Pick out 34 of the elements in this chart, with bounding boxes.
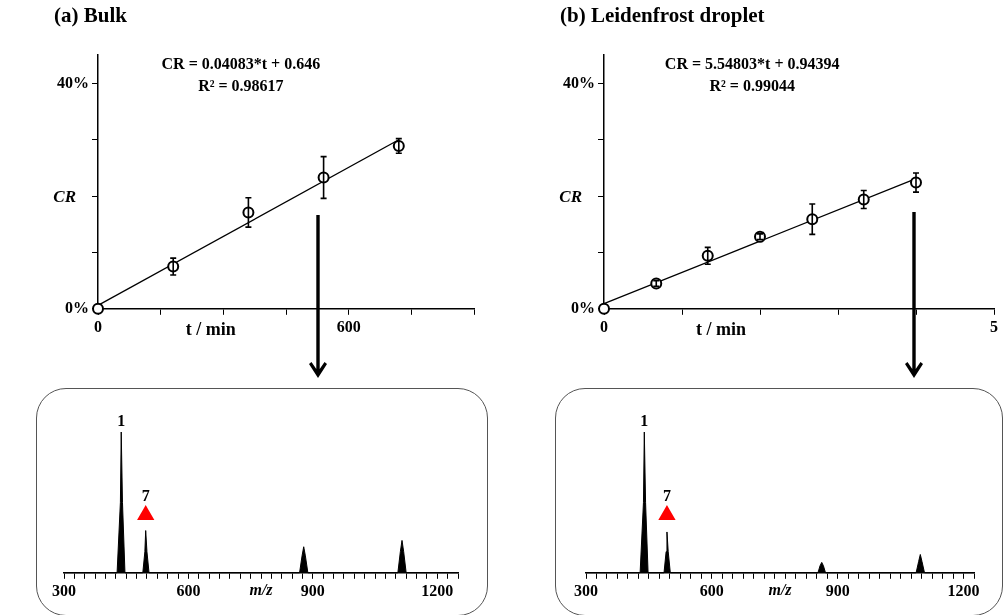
annotation: 1 [640,412,649,429]
annotation: 7 [662,487,671,505]
y-tick-label: 0% [65,298,89,316]
x-axis-title: m/z [249,580,274,598]
annotation: 1 [117,412,126,429]
x-axis-title: t / min [695,318,747,339]
x-tick-label: 1200 [947,581,980,599]
x-tick-label: 5 [990,317,998,335]
x-tick-label: 600 [176,581,201,599]
annotation: CR = 5.54803*t + 0.94394 [664,55,840,73]
x-tick-label: 0 [94,317,102,335]
x-tick-label: 600 [699,581,724,599]
y-tick-label: 40% [57,73,89,91]
x-tick-label: 600 [336,317,361,335]
x-tick-label: 900 [825,581,850,599]
x-tick-label: 0 [600,317,608,335]
y-axis-title: CR [53,187,76,207]
x-tick-label: 900 [300,581,325,599]
point [92,302,104,315]
annotation: R² = 0.98617 [198,77,284,95]
chart-title: (a) Bulk [54,3,128,28]
x-axis-title: t / min [185,318,236,339]
annotation: CR = 0.04083*t + 0.646 [161,55,321,73]
annotation: R² = 0.99044 [709,77,795,95]
x-tick-label: 300 [52,581,76,599]
x-tick-label: 300 [574,581,598,599]
annotation: 7 [141,487,150,505]
y-tick-label: 40% [563,73,595,91]
y-axis-title: CR [559,187,582,207]
x-axis-title: m/z [768,580,793,598]
y-tick-label: 0% [571,298,595,316]
x-tick-label: 1200 [421,581,454,599]
point [598,302,610,315]
chart-title: (b) Leidenfrost droplet [560,3,765,28]
